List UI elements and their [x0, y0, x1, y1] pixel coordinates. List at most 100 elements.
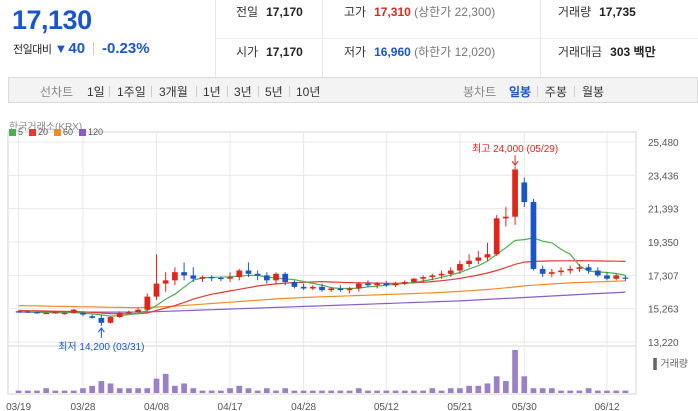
candle-body[interactable]	[411, 278, 417, 282]
candle-body[interactable]	[116, 312, 123, 318]
candle-body[interactable]	[319, 286, 325, 291]
candle-body[interactable]	[401, 281, 408, 284]
volume-bar[interactable]	[521, 376, 528, 393]
volume-bar[interactable]	[309, 390, 316, 393]
candle-body[interactable]	[484, 254, 491, 258]
volume-bar[interactable]	[162, 373, 169, 393]
candle-daily[interactable]: 일봉	[509, 85, 532, 99]
candle-body[interactable]	[549, 272, 555, 274]
volume-bar[interactable]	[273, 390, 279, 393]
candle-body[interactable]	[429, 275, 436, 278]
candle-body[interactable]	[512, 169, 518, 217]
candle-body[interactable]	[346, 288, 353, 291]
volume-bar[interactable]	[254, 390, 261, 393]
period-3year[interactable]: 3년	[234, 85, 252, 99]
candle-body[interactable]	[420, 277, 426, 279]
candle-body[interactable]	[567, 268, 574, 271]
volume-bar[interactable]	[604, 390, 610, 393]
volume-bar[interactable]	[190, 388, 197, 393]
volume-bar[interactable]	[429, 388, 436, 393]
candle-body[interactable]	[218, 277, 224, 280]
candle-body[interactable]	[126, 312, 132, 314]
candle-body[interactable]	[622, 277, 629, 279]
volume-bar[interactable]	[503, 381, 509, 393]
volume-bar[interactable]	[61, 390, 68, 393]
volume-bar[interactable]	[365, 390, 371, 393]
volume-bar[interactable]	[227, 388, 233, 393]
candle-body[interactable]	[61, 312, 68, 315]
volume-bar[interactable]	[457, 388, 463, 393]
candle-body[interactable]	[80, 312, 86, 315]
volume-bar[interactable]	[447, 388, 454, 393]
volume-bar[interactable]	[144, 388, 151, 393]
volume-bar[interactable]	[567, 390, 574, 393]
volume-bar[interactable]	[70, 390, 77, 393]
candle-body[interactable]	[438, 273, 445, 276]
candle-body[interactable]	[107, 317, 114, 323]
volume-bar[interactable]	[80, 388, 86, 393]
candle-body[interactable]	[475, 257, 482, 261]
candle-body[interactable]	[613, 275, 620, 279]
candle-body[interactable]	[355, 283, 362, 289]
candle-body[interactable]	[337, 288, 344, 291]
volume-bar[interactable]	[126, 388, 132, 393]
volume-bar[interactable]	[24, 390, 31, 393]
volume-bar[interactable]	[15, 390, 22, 393]
volume-bar[interactable]	[263, 388, 270, 393]
volume-bar[interactable]	[135, 388, 141, 393]
candle-body[interactable]	[263, 275, 270, 281]
volume-bar[interactable]	[420, 390, 426, 393]
volume-bar[interactable]	[594, 390, 601, 393]
candle-body[interactable]	[162, 280, 169, 284]
volume-bar[interactable]	[337, 390, 344, 393]
candle-body[interactable]	[34, 312, 40, 314]
volume-bar[interactable]	[392, 390, 399, 393]
volume-bar[interactable]	[438, 390, 445, 393]
candle-body[interactable]	[309, 286, 316, 289]
candle-body[interactable]	[594, 270, 601, 276]
candle-body[interactable]	[236, 270, 243, 278]
candle-body[interactable]	[576, 267, 583, 269]
volume-bar[interactable]	[181, 383, 187, 393]
candle-body[interactable]	[43, 312, 50, 315]
volume-bar[interactable]	[549, 388, 555, 393]
volume-bar[interactable]	[355, 388, 362, 393]
volume-bar[interactable]	[622, 390, 629, 393]
volume-bar[interactable]	[245, 388, 252, 393]
period-1day[interactable]: 1일	[87, 85, 105, 99]
candle-body[interactable]	[89, 316, 95, 318]
candle-monthly[interactable]: 월봉	[582, 85, 605, 99]
volume-bar[interactable]	[374, 390, 381, 393]
candle-body[interactable]	[199, 277, 206, 279]
candle-body[interactable]	[493, 218, 500, 255]
volume-bar[interactable]	[401, 390, 408, 393]
period-1week[interactable]: 1주일	[117, 85, 146, 99]
volume-bar[interactable]	[282, 388, 289, 393]
candle-body[interactable]	[585, 267, 592, 271]
candle-body[interactable]	[172, 272, 178, 281]
candle-body[interactable]	[208, 277, 215, 279]
candle-body[interactable]	[227, 277, 233, 279]
volume-bar[interactable]	[411, 390, 417, 393]
candle-body[interactable]	[98, 317, 105, 323]
candle-body[interactable]	[328, 288, 335, 291]
candle-body[interactable]	[503, 216, 509, 219]
volume-bar[interactable]	[34, 390, 40, 393]
candle-body[interactable]	[70, 309, 77, 313]
volume-bar[interactable]	[43, 388, 50, 393]
volume-bar[interactable]	[493, 376, 500, 393]
period-5year[interactable]: 5년	[265, 85, 283, 99]
candle-body[interactable]	[374, 283, 381, 286]
volume-bar[interactable]	[475, 385, 482, 393]
candle-body[interactable]	[604, 275, 610, 279]
volume-bar[interactable]	[218, 390, 224, 393]
volume-bar[interactable]	[539, 388, 546, 393]
volume-bar[interactable]	[613, 390, 620, 393]
volume-bar[interactable]	[319, 390, 325, 393]
volume-bar[interactable]	[484, 383, 491, 393]
candle-body[interactable]	[24, 311, 31, 313]
candle-body[interactable]	[52, 312, 59, 314]
candle-body[interactable]	[300, 286, 307, 289]
candle-body[interactable]	[15, 311, 22, 313]
